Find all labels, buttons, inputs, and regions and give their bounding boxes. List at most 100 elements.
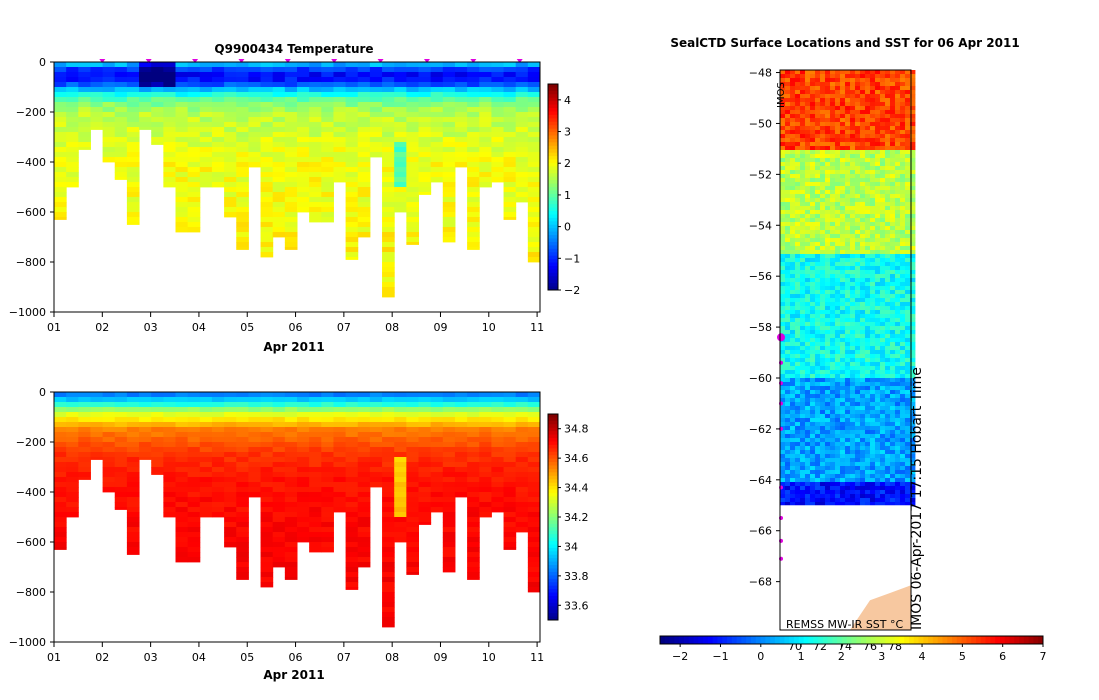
sst-cell: [795, 374, 801, 379]
sst-cell: [800, 242, 806, 247]
sst-cell: [905, 138, 911, 143]
sal-cell: [418, 482, 432, 488]
sst-cell: [845, 374, 851, 379]
sal-cell: [151, 417, 164, 423]
temp-cell: [187, 152, 201, 158]
sal-cell: [515, 517, 529, 523]
sst-cell: [795, 234, 801, 239]
sal-cell: [139, 392, 152, 398]
sst-cell: [780, 174, 786, 179]
sst-cell: [790, 294, 796, 299]
sal-cell: [151, 402, 164, 408]
sst-cell: [820, 322, 826, 327]
sal-cell: [139, 432, 152, 438]
sst-cell: [810, 410, 816, 415]
sst-cell: [780, 274, 786, 279]
temp-cell: [527, 197, 541, 203]
sal-cell: [248, 477, 262, 483]
sal-cell: [321, 427, 334, 433]
temp-cell: [382, 112, 395, 118]
temp-cell: [126, 97, 140, 103]
sst-cell: [905, 366, 911, 371]
temp-cell: [406, 192, 419, 198]
sal-cell: [321, 447, 334, 453]
temp-cell: [284, 212, 298, 218]
temp-cell: [467, 247, 480, 250]
temp-cell: [175, 227, 189, 233]
sal-cell: [272, 482, 286, 488]
sst-cell: [855, 318, 861, 323]
temp-cell: [236, 102, 249, 108]
sst-cell: [895, 98, 901, 103]
temp-cell: [54, 172, 67, 178]
sal-cell: [260, 562, 274, 568]
sst-cell: [785, 134, 791, 139]
sst-cell: [800, 370, 806, 375]
sst-cell: [785, 378, 791, 383]
temp-cell: [78, 72, 91, 78]
sst-cell: [815, 398, 821, 403]
sst-cell: [870, 94, 876, 99]
sst-cell: [885, 202, 891, 207]
sst-cell: [800, 230, 806, 235]
temp-cell: [418, 132, 432, 138]
sal-cell: [321, 532, 334, 538]
temp-colorbar-segment: [548, 272, 558, 277]
sal-cell: [321, 512, 334, 518]
sst-cell: [795, 334, 801, 339]
sal-cell: [491, 412, 505, 418]
sal-colorbar-segment: [548, 517, 558, 521]
sal-cell: [309, 422, 322, 428]
temp-cell: [467, 122, 480, 128]
sal-cell: [90, 447, 104, 453]
sst-cell: [800, 102, 806, 107]
sal-cell: [284, 477, 298, 483]
sst-cell: [815, 234, 821, 239]
temp-cell: [357, 147, 371, 153]
temp-cell: [430, 102, 444, 108]
temp-cell: [272, 227, 286, 233]
temp-cell: [175, 87, 189, 93]
sal-cell: [418, 447, 432, 453]
sst-cell: [905, 206, 911, 211]
temp-cell: [454, 132, 468, 138]
temp-cell: [114, 122, 128, 128]
sst-cell: [825, 186, 831, 191]
sst-cell: [835, 106, 841, 111]
sst-cell: [800, 386, 806, 391]
sst-cell: [895, 374, 901, 379]
sal-cell: [406, 527, 419, 533]
temp-cell: [345, 257, 359, 260]
sal-cell: [467, 432, 480, 438]
sal-cell: [321, 507, 334, 513]
temp-cell: [199, 147, 213, 153]
temp-cell: [211, 182, 225, 188]
sst-cell: [825, 414, 831, 419]
temp-colorbar-segment: [548, 207, 558, 212]
sal-cell: [345, 402, 359, 408]
sst-cell: [905, 114, 911, 119]
sal-cell: [272, 492, 286, 498]
sal-cell: [394, 487, 407, 493]
sst-cell: [860, 190, 866, 195]
temp-cell: [491, 142, 505, 148]
sst-cell: [910, 242, 916, 247]
sst-cell: [805, 318, 811, 323]
sst-cell: [895, 318, 901, 323]
temp-cell: [187, 222, 201, 228]
sal-cell: [357, 537, 371, 543]
temp-cell: [54, 132, 67, 138]
temp-colorbar-segment: [548, 269, 558, 274]
sal-cell: [309, 492, 322, 498]
sst-cell: [790, 250, 796, 255]
sst-cell: [900, 150, 906, 155]
temp-cell: [406, 152, 419, 158]
sst-cell: [795, 78, 801, 83]
sst-field: [780, 70, 916, 507]
sal-colorbar-segment: [548, 595, 558, 600]
sst-cell: [910, 178, 916, 183]
sal-cell: [467, 547, 480, 553]
temp-cell: [357, 117, 371, 123]
sal-cell: [236, 402, 249, 408]
temp-cell: [345, 212, 359, 218]
